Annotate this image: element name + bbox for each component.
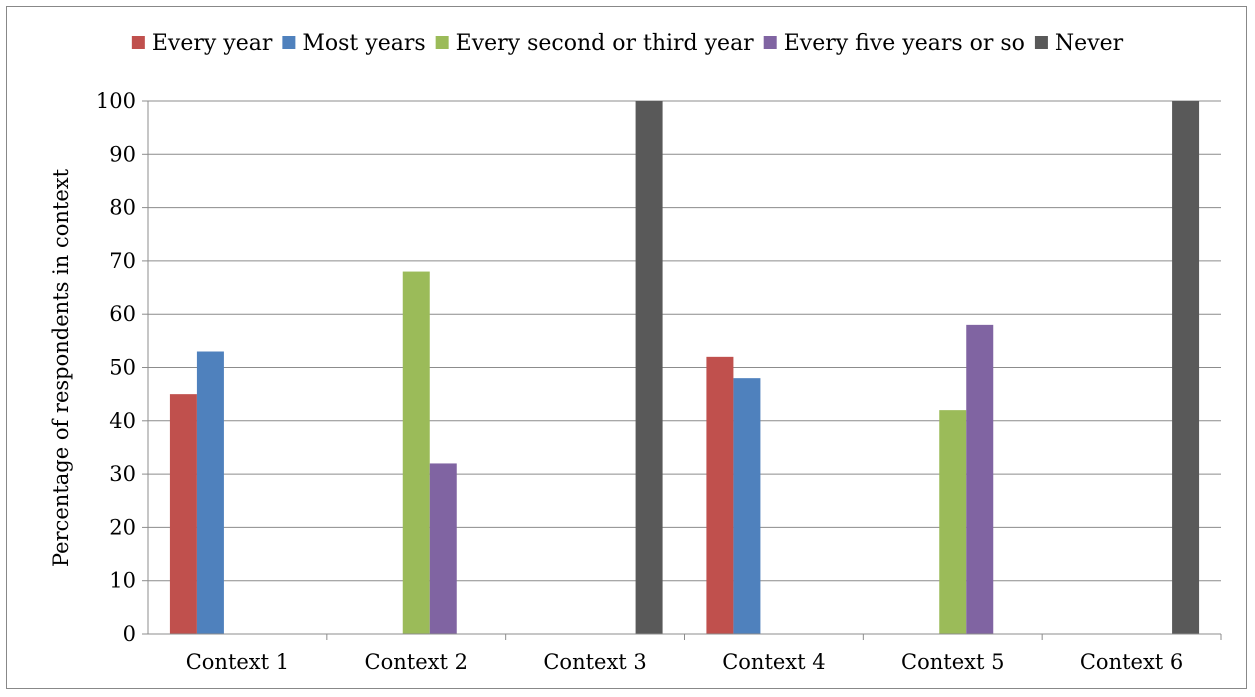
legend-label: Every five years or so [784,31,1025,56]
legend-item: Most years [282,31,426,56]
x-axis-ticks: Context 1 Context 2 Context 3 Context 4 Cont… [186,634,1222,674]
y-tick-label: 30 [109,462,136,486]
legend-swatch [131,36,145,49]
legend-swatch [282,36,296,49]
y-tick-label: 80 [109,196,136,220]
legend-item: Every five years or so [763,31,1025,56]
y-tick-label: 70 [109,249,136,273]
chart-legend: Every year Most years Every second or thir… [131,31,1124,56]
bar-every-year-context-4 [706,356,734,634]
bar-every-five-years-or-so-context-5 [966,324,994,634]
legend-label: Never [1055,31,1124,56]
bar-every-second-or-third-year-context-2 [402,271,430,634]
legend-item: Never [1034,31,1124,56]
legend-swatch [435,36,449,49]
y-tick-label: 40 [109,409,136,433]
legend-label: Most years [302,31,425,56]
gridlines [148,100,1221,582]
legend-item: Every year [131,31,273,56]
x-tick-label: Context 6 [1080,650,1183,674]
bar-every-five-years-or-so-context-2 [429,463,457,634]
x-tick-label: Context 2 [365,650,468,674]
y-tick-label: 50 [109,356,136,380]
legend-item: Every second or third year [435,31,755,56]
legend-label: Every second or third year [456,31,755,56]
legend-swatch [1034,36,1048,49]
legend-swatch [763,36,777,49]
x-tick-label: Context 1 [186,650,289,674]
y-tick-label: 60 [109,302,136,326]
x-tick-label: Context 4 [722,650,825,674]
bar-every-year-context-1 [169,394,197,634]
y-tick-label: 20 [109,515,136,539]
y-tick-label: 100 [96,89,136,113]
y-tick-label: 10 [109,569,136,593]
y-tick-label: 0 [123,622,136,646]
bar-never-context-6 [1172,101,1200,634]
y-axis-label: Percentage of respondents in context [49,168,73,567]
x-tick-label: Context 5 [901,650,1004,674]
x-tick-label: Context 3 [543,650,646,674]
bars [169,101,1200,634]
bar-never-context-3 [635,101,663,634]
bar-every-second-or-third-year-context-5 [939,410,967,634]
bar-most-years-context-1 [196,351,224,634]
bar-most-years-context-4 [733,378,761,634]
y-axis-ticks: 0 10 20 30 40 50 60 70 80 90 100 [96,89,148,646]
y-tick-label: 90 [109,142,136,166]
legend-label: Every year [152,31,273,56]
